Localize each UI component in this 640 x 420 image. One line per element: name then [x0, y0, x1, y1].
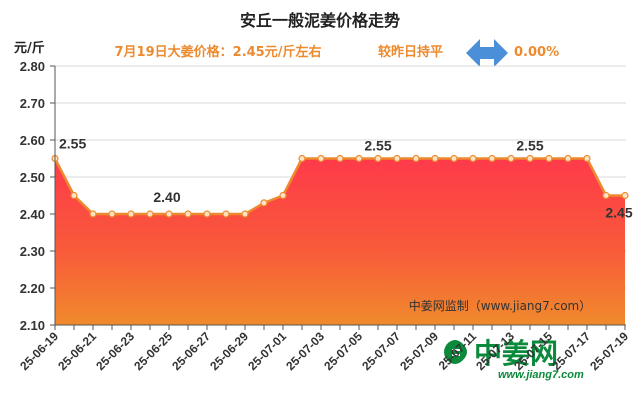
data-point — [374, 154, 382, 163]
area-series — [55, 158, 625, 325]
data-point — [222, 210, 230, 218]
x-tick-label: 25-07-01 — [245, 329, 289, 373]
y-tick-label: 2.70 — [20, 96, 45, 111]
x-tick-label: 25-07-09 — [397, 329, 441, 373]
x-tick-label: 25-07-11 — [436, 329, 480, 373]
y-axis-label: 元/斤 — [14, 40, 45, 56]
data-point — [165, 210, 173, 218]
data-point — [488, 154, 496, 163]
data-label: 2.55 — [516, 138, 543, 154]
data-point — [412, 154, 420, 163]
data-point — [70, 191, 78, 200]
x-tick-label: 25-06-25 — [131, 329, 175, 373]
data-point — [526, 154, 534, 163]
data-point — [602, 191, 610, 200]
y-tick-label: 2.10 — [20, 318, 45, 333]
y-tick-label: 2.50 — [20, 170, 45, 185]
data-label: 2.45 — [605, 205, 632, 221]
x-tick-label: 25-07-03 — [283, 329, 327, 373]
y-tick-label: 2.40 — [20, 207, 45, 222]
data-point — [393, 154, 401, 163]
x-tick-label: 25-06-21 — [55, 329, 99, 373]
data-point — [184, 210, 192, 218]
data-point — [108, 210, 116, 218]
x-tick-label: 25-07-19 — [587, 329, 631, 373]
data-point — [260, 199, 268, 207]
area-fill — [55, 158, 625, 325]
x-tick-label: 25-07-05 — [321, 329, 365, 373]
data-point — [621, 191, 629, 200]
data-point — [545, 154, 553, 163]
data-labels: 2.55 2.40 2.55 2.55 2.45 — [59, 136, 633, 221]
data-point — [583, 154, 591, 163]
y-tick-label: 2.30 — [20, 244, 45, 259]
ginger-logo-icon — [444, 340, 467, 364]
data-point — [564, 154, 572, 163]
y-axis-ticks: 2.80 2.70 2.60 2.50 2.40 2.30 2.20 2.10 — [20, 59, 55, 333]
data-label: 2.40 — [153, 189, 180, 205]
compare-text: 较昨日持平 — [378, 44, 443, 60]
data-point — [336, 154, 344, 163]
watermark-text: 中姜网 — [474, 337, 558, 370]
data-point — [241, 210, 249, 218]
double-arrow-icon — [466, 39, 508, 67]
data-point — [355, 154, 363, 163]
x-tick-label: 25-06-27 — [169, 329, 213, 373]
data-point — [279, 191, 287, 200]
source-note: 中姜网监制（www.jiang7.com） — [409, 298, 591, 313]
chart-title: 安丘一般泥姜价格走势 — [240, 11, 400, 30]
data-point — [203, 210, 211, 218]
data-point — [431, 154, 439, 163]
data-point — [146, 210, 154, 218]
x-tick-label: 25-07-07 — [359, 329, 403, 373]
data-point — [450, 154, 458, 163]
data-markers — [51, 154, 629, 218]
x-tick-label: 25-06-29 — [207, 329, 251, 373]
x-tick-label: 25-06-19 — [17, 329, 61, 373]
data-point — [89, 210, 97, 218]
data-point — [127, 210, 135, 218]
data-point — [298, 154, 306, 163]
y-tick-label: 2.80 — [20, 59, 45, 74]
watermark: 中姜网 www.jiang7.com — [444, 337, 584, 381]
x-tick-label: 25-06-23 — [93, 329, 137, 373]
watermark-url: www.jiang7.com — [498, 369, 584, 381]
y-tick-label: 2.20 — [20, 281, 45, 296]
change-percent: 0.00% — [514, 45, 559, 60]
price-summary: 7月19日大姜价格：2.45元/斤左右 — [115, 44, 322, 60]
data-label: 2.55 — [364, 138, 391, 154]
data-point — [317, 154, 325, 163]
y-tick-label: 2.60 — [20, 133, 45, 148]
data-label: 2.55 — [59, 136, 86, 152]
data-point — [469, 154, 477, 163]
data-point — [507, 154, 515, 163]
